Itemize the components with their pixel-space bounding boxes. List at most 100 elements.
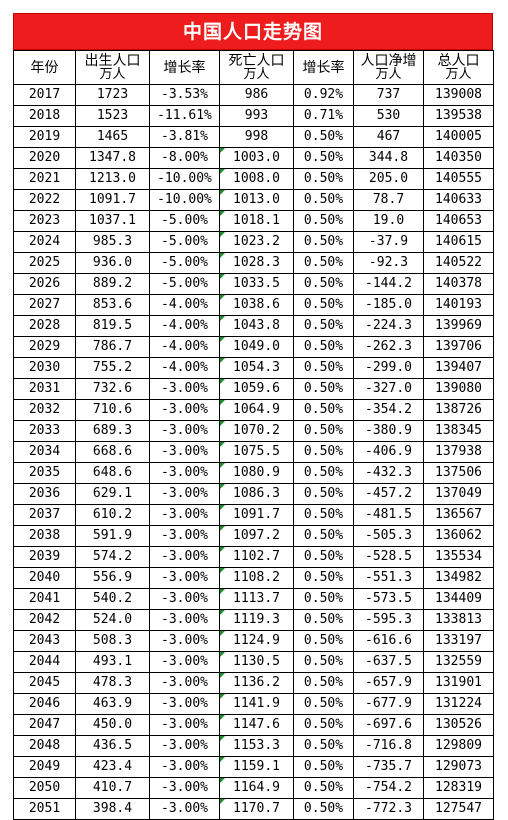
cell-birth_rate[interactable]: -3.81% [149, 126, 220, 148]
cell-birth_rate[interactable]: -3.00% [149, 798, 220, 820]
cell-births[interactable]: 819.5 [75, 315, 150, 337]
cell-year[interactable]: 2026 [13, 273, 76, 295]
cell-total[interactable]: 139538 [423, 105, 494, 127]
cell-net[interactable]: 78.7 [353, 189, 424, 211]
cell-death_rate[interactable]: 0.50% [293, 168, 354, 190]
cell-total[interactable]: 139008 [423, 84, 494, 106]
cell-birth_rate[interactable]: -10.00% [149, 189, 220, 211]
cell-net[interactable]: -185.0 [353, 294, 424, 316]
cell-death_rate[interactable]: 0.50% [293, 210, 354, 232]
cell-births[interactable]: 1523 [75, 105, 150, 127]
cell-deaths[interactable]: 1159.1 [219, 756, 294, 778]
cell-total[interactable]: 139080 [423, 378, 494, 400]
cell-death_rate[interactable]: 0.50% [293, 294, 354, 316]
cell-birth_rate[interactable]: -3.00% [149, 651, 220, 673]
cell-year[interactable]: 2045 [13, 672, 76, 694]
cell-birth_rate[interactable]: -4.00% [149, 336, 220, 358]
cell-births[interactable]: 786.7 [75, 336, 150, 358]
cell-birth_rate[interactable]: -3.00% [149, 714, 220, 736]
cell-birth_rate[interactable]: -5.00% [149, 252, 220, 274]
cell-deaths[interactable]: 1153.3 [219, 735, 294, 757]
cell-death_rate[interactable]: 0.50% [293, 483, 354, 505]
cell-births[interactable]: 591.9 [75, 525, 150, 547]
cell-death_rate[interactable]: 0.50% [293, 630, 354, 652]
cell-deaths[interactable]: 993 [219, 105, 294, 127]
cell-deaths[interactable]: 1059.6 [219, 378, 294, 400]
cell-births[interactable]: 410.7 [75, 777, 150, 799]
cell-deaths[interactable]: 1080.9 [219, 462, 294, 484]
cell-year[interactable]: 2051 [13, 798, 76, 820]
cell-net[interactable]: -481.5 [353, 504, 424, 526]
cell-total[interactable]: 129809 [423, 735, 494, 757]
cell-year[interactable]: 2042 [13, 609, 76, 631]
cell-birth_rate[interactable]: -3.00% [149, 420, 220, 442]
cell-births[interactable]: 524.0 [75, 609, 150, 631]
cell-births[interactable]: 1037.1 [75, 210, 150, 232]
cell-deaths[interactable]: 1018.1 [219, 210, 294, 232]
cell-year[interactable]: 2036 [13, 483, 76, 505]
cell-year[interactable]: 2025 [13, 252, 76, 274]
cell-deaths[interactable]: 1124.9 [219, 630, 294, 652]
cell-year[interactable]: 2022 [13, 189, 76, 211]
cell-year[interactable]: 2040 [13, 567, 76, 589]
cell-birth_rate[interactable]: -4.00% [149, 357, 220, 379]
cell-total[interactable]: 137049 [423, 483, 494, 505]
cell-births[interactable]: 732.6 [75, 378, 150, 400]
cell-net[interactable]: -299.0 [353, 357, 424, 379]
cell-year[interactable]: 2048 [13, 735, 76, 757]
cell-births[interactable]: 398.4 [75, 798, 150, 820]
cell-total[interactable]: 128319 [423, 777, 494, 799]
cell-year[interactable]: 2021 [13, 168, 76, 190]
cell-year[interactable]: 2027 [13, 294, 76, 316]
cell-total[interactable]: 140378 [423, 273, 494, 295]
cell-deaths[interactable]: 1013.0 [219, 189, 294, 211]
cell-deaths[interactable]: 1023.2 [219, 231, 294, 253]
cell-total[interactable]: 130526 [423, 714, 494, 736]
cell-births[interactable]: 889.2 [75, 273, 150, 295]
cell-net[interactable]: -677.9 [353, 693, 424, 715]
header-net[interactable]: 人口净增 万人 [353, 50, 424, 85]
cell-birth_rate[interactable]: -3.00% [149, 693, 220, 715]
cell-deaths[interactable]: 1003.0 [219, 147, 294, 169]
cell-total[interactable]: 140193 [423, 294, 494, 316]
cell-net[interactable]: -262.3 [353, 336, 424, 358]
cell-year[interactable]: 2032 [13, 399, 76, 421]
cell-death_rate[interactable]: 0.50% [293, 189, 354, 211]
cell-total[interactable]: 138345 [423, 420, 494, 442]
cell-deaths[interactable]: 1130.5 [219, 651, 294, 673]
cell-death_rate[interactable]: 0.50% [293, 525, 354, 547]
cell-death_rate[interactable]: 0.50% [293, 609, 354, 631]
cell-birth_rate[interactable]: -3.00% [149, 672, 220, 694]
cell-death_rate[interactable]: 0.50% [293, 735, 354, 757]
cell-total[interactable]: 134409 [423, 588, 494, 610]
cell-total[interactable]: 140522 [423, 252, 494, 274]
cell-death_rate[interactable]: 0.50% [293, 357, 354, 379]
cell-net[interactable]: -37.9 [353, 231, 424, 253]
cell-death_rate[interactable]: 0.50% [293, 651, 354, 673]
cell-net[interactable]: -551.3 [353, 567, 424, 589]
cell-births[interactable]: 1465 [75, 126, 150, 148]
cell-deaths[interactable]: 1008.0 [219, 168, 294, 190]
cell-death_rate[interactable]: 0.50% [293, 147, 354, 169]
cell-deaths[interactable]: 1091.7 [219, 504, 294, 526]
cell-death_rate[interactable]: 0.50% [293, 756, 354, 778]
cell-births[interactable]: 610.2 [75, 504, 150, 526]
cell-total[interactable]: 140615 [423, 231, 494, 253]
cell-birth_rate[interactable]: -3.00% [149, 399, 220, 421]
cell-year[interactable]: 2038 [13, 525, 76, 547]
cell-births[interactable]: 450.0 [75, 714, 150, 736]
cell-births[interactable]: 463.9 [75, 693, 150, 715]
cell-total[interactable]: 139407 [423, 357, 494, 379]
cell-total[interactable]: 140005 [423, 126, 494, 148]
cell-year[interactable]: 2024 [13, 231, 76, 253]
cell-deaths[interactable]: 1038.6 [219, 294, 294, 316]
cell-birth_rate[interactable]: -3.00% [149, 756, 220, 778]
cell-year[interactable]: 2028 [13, 315, 76, 337]
header-birth_rate[interactable]: 增长率 [149, 50, 220, 85]
cell-births[interactable]: 493.1 [75, 651, 150, 673]
cell-births[interactable]: 1723 [75, 84, 150, 106]
cell-year[interactable]: 2039 [13, 546, 76, 568]
cell-total[interactable]: 136062 [423, 525, 494, 547]
cell-births[interactable]: 668.6 [75, 441, 150, 463]
cell-deaths[interactable]: 1164.9 [219, 777, 294, 799]
